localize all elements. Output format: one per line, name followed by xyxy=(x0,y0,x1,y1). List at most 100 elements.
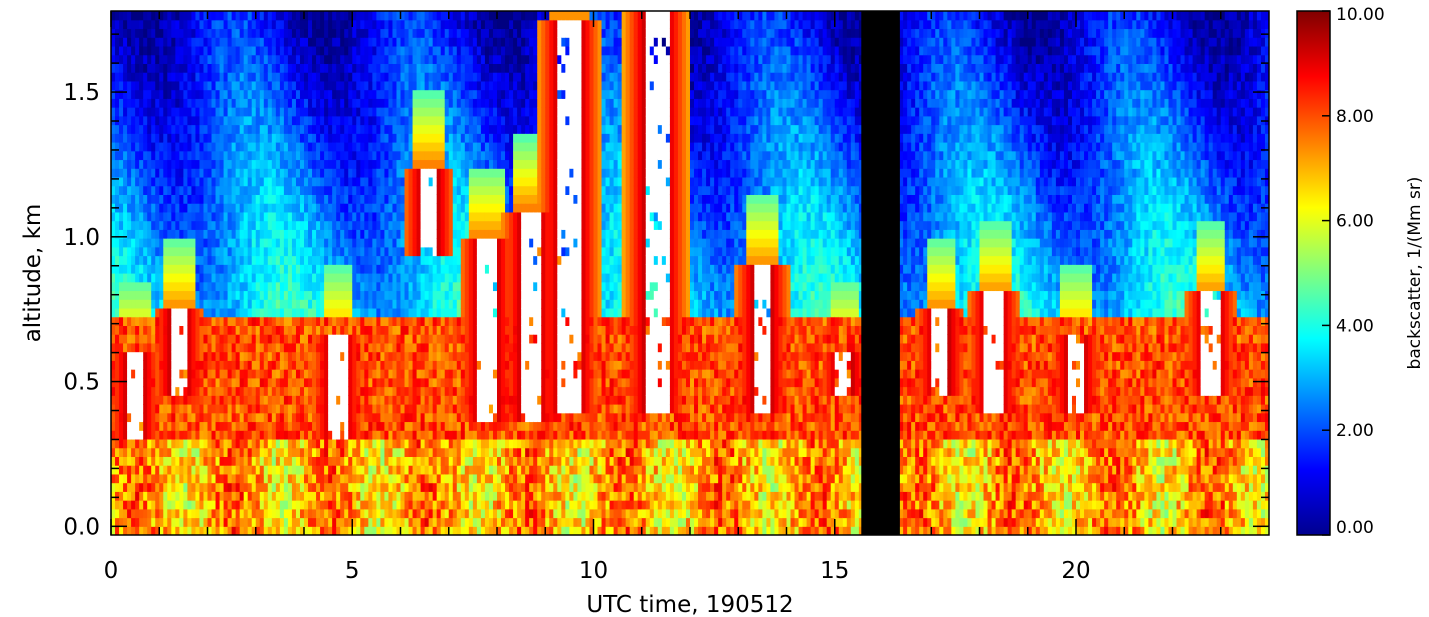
heatmap-cell xyxy=(344,465,349,475)
heatmap-cell xyxy=(143,19,148,30)
heatmap-cell xyxy=(440,28,446,38)
heatmap-cell xyxy=(416,264,422,274)
heatmap-cell xyxy=(328,159,333,169)
heatmap-cell xyxy=(312,238,317,248)
heatmap-cell xyxy=(239,89,245,99)
heatmap-cell xyxy=(183,465,188,475)
heatmap-cell xyxy=(247,142,253,152)
heatmap-cell xyxy=(299,377,305,388)
heatmap-cell xyxy=(348,290,353,300)
heatmap-cell xyxy=(239,115,245,126)
heatmap-cell xyxy=(123,273,128,283)
heatmap-cell xyxy=(147,185,152,195)
heatmap-cell xyxy=(408,89,414,99)
heatmap-cell xyxy=(275,133,281,143)
heatmap-cell xyxy=(400,377,406,388)
heatmap-cell xyxy=(231,115,237,126)
heatmap-cell xyxy=(332,45,337,56)
heatmap-cell xyxy=(191,150,197,161)
heatmap-cell xyxy=(299,19,305,30)
heatmap-cell xyxy=(380,360,386,370)
heatmap-cell xyxy=(420,316,426,326)
heatmap-cell xyxy=(408,211,414,222)
heatmap-cell xyxy=(235,473,241,484)
heatmap-cell xyxy=(119,264,124,274)
heatmap-cell xyxy=(111,28,116,38)
heatmap-cell xyxy=(372,89,377,99)
heatmap-cell xyxy=(243,508,249,519)
heatmap-cell xyxy=(316,11,321,21)
heatmap-cell xyxy=(111,264,116,274)
heatmap-cell xyxy=(332,80,337,91)
heatmap-cell xyxy=(143,395,148,405)
heatmap-cell xyxy=(271,447,277,457)
heatmap-cell xyxy=(376,281,381,292)
heatmap-cell xyxy=(432,465,438,475)
heatmap-cell xyxy=(175,473,180,484)
heatmap-cell xyxy=(283,246,289,257)
heatmap-cell xyxy=(111,142,116,152)
heatmap-cell xyxy=(191,438,197,449)
heatmap-cell xyxy=(155,342,160,353)
heatmap-cell xyxy=(291,98,297,108)
heatmap-cell xyxy=(143,307,148,318)
heatmap-cell xyxy=(171,430,176,440)
heatmap-cell xyxy=(364,255,369,265)
heatmap-cell xyxy=(211,98,217,108)
heatmap-cell xyxy=(239,456,245,466)
heatmap-cell xyxy=(283,316,289,326)
heatmap-cell xyxy=(163,473,168,484)
heatmap-cell xyxy=(199,377,205,388)
heatmap-cell xyxy=(179,211,184,222)
heatmap-cell xyxy=(239,133,245,143)
heatmap-cell xyxy=(352,500,357,510)
heatmap-cell xyxy=(235,203,241,213)
heatmap-cell xyxy=(175,412,180,423)
heatmap-cell xyxy=(324,211,329,222)
heatmap-cell xyxy=(316,45,321,56)
heatmap-cell xyxy=(336,229,341,239)
heatmap-cell xyxy=(143,28,148,38)
heatmap-cell xyxy=(380,517,386,527)
heatmap-cell xyxy=(344,45,349,56)
heatmap-cell xyxy=(428,491,434,501)
heatmap-cell xyxy=(420,334,426,344)
heatmap-cell xyxy=(139,290,144,300)
heatmap-cell xyxy=(412,334,418,344)
heatmap-cell xyxy=(336,404,341,414)
heatmap-cell xyxy=(139,168,144,178)
heatmap-cell xyxy=(287,299,293,309)
heatmap-cell xyxy=(211,220,217,230)
heatmap-cell xyxy=(147,264,152,274)
heatmap-cell xyxy=(115,80,120,91)
heatmap-cell xyxy=(372,133,377,143)
heatmap-cell xyxy=(111,386,116,396)
heatmap-cell xyxy=(179,194,184,204)
heatmap-cell xyxy=(400,185,406,195)
heatmap-cell xyxy=(404,115,410,126)
heatmap-cell xyxy=(344,438,349,449)
heatmap-cell xyxy=(251,159,257,169)
heatmap-cell xyxy=(263,264,269,274)
heatmap-cell xyxy=(247,395,253,405)
heatmap-cell xyxy=(219,255,225,265)
heatmap-cell xyxy=(263,176,269,187)
heatmap-cell xyxy=(428,80,434,91)
heatmap-cell xyxy=(219,412,225,423)
heatmap-cell xyxy=(328,377,333,388)
heatmap-cell xyxy=(151,176,156,187)
heatmap-cell xyxy=(139,238,144,248)
heatmap-cell xyxy=(408,54,414,64)
heatmap-cell xyxy=(147,412,152,423)
heatmap-cell xyxy=(392,316,398,326)
heatmap-cell xyxy=(412,133,418,143)
heatmap-cell xyxy=(304,334,309,344)
heatmap-cell xyxy=(259,133,265,143)
heatmap-cell xyxy=(199,45,205,56)
heatmap-cell xyxy=(275,290,281,300)
heatmap-cell xyxy=(191,89,197,99)
heatmap-cell xyxy=(376,203,381,213)
heatmap-cell xyxy=(295,342,301,353)
heatmap-cell xyxy=(420,421,426,431)
heatmap-cell xyxy=(135,482,140,492)
